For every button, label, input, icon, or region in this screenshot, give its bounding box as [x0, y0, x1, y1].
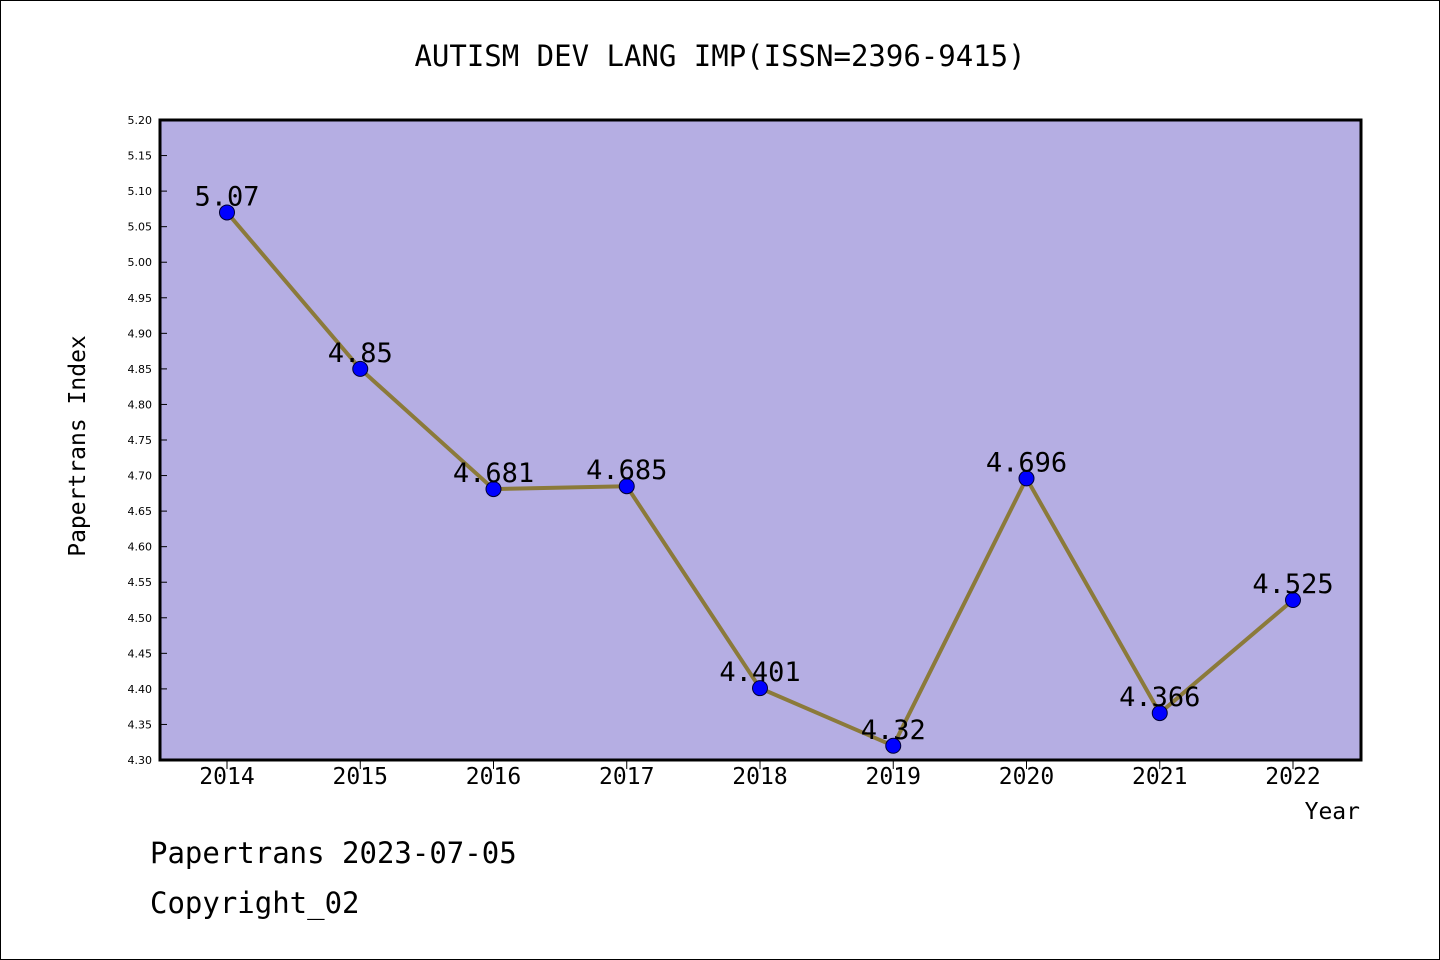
y-tick-label: 4.70: [128, 470, 153, 483]
data-point: [485, 481, 502, 498]
series-markers: [219, 204, 1301, 754]
y-tick-label: 4.75: [128, 434, 153, 447]
x-axis-label: Year: [1305, 799, 1360, 825]
data-point: [1018, 470, 1035, 487]
data-label: 4.696: [986, 447, 1067, 478]
x-axis: 2014 2015 2016 2017 2018 2019 2020 2021 2022: [199, 760, 1321, 790]
x-tick-label: 2022: [1265, 764, 1320, 790]
data-label: 4.681: [453, 458, 534, 489]
data-point: [1151, 705, 1168, 722]
y-tick-label: 4.30: [128, 754, 153, 767]
data-labels: 5.07 4.85 4.681 4.685 4.401 4.32 4.696 4.366 4.5…: [194, 181, 1333, 745]
x-tick-label: 2019: [866, 764, 921, 790]
data-point: [352, 360, 369, 377]
data-point: [219, 204, 235, 221]
y-tick-label: 4.90: [128, 327, 153, 340]
x-tick-label: 2020: [999, 764, 1054, 790]
y-axis: 4.30 4.35 4.40 4.45 4.50 4.55 4.60 4.65 4.70 4.75…: [128, 114, 167, 767]
y-tick-label: 5.05: [128, 221, 153, 234]
y-tick-label: 5.15: [128, 150, 153, 163]
y-tick-label: 4.50: [128, 612, 153, 625]
data-point: [752, 680, 768, 697]
x-tick-label: 2016: [466, 764, 521, 790]
x-tick-label: 2015: [333, 764, 388, 790]
footer-date: Papertrans 2023-07-05: [150, 836, 517, 870]
y-tick-label: 4.85: [128, 363, 153, 376]
chart-title: AUTISM DEV LANG IMP(ISSN=2396-9415): [414, 39, 1025, 73]
y-tick-label: 5.00: [128, 256, 153, 269]
data-label: 4.401: [719, 657, 800, 688]
y-axis-label: Papertrans Index: [65, 335, 91, 557]
x-tick-label: 2014: [199, 764, 254, 790]
plot-area: [158, 118, 1363, 762]
data-point: [885, 737, 902, 754]
y-tick-label: 5.20: [128, 114, 153, 127]
data-point: [1285, 592, 1301, 608]
y-tick-label: 4.60: [128, 541, 153, 554]
y-tick-label: 4.40: [128, 683, 153, 696]
y-tick-label: 5.10: [128, 185, 153, 198]
data-label: 5.07: [194, 181, 259, 212]
y-tick-label: 4.45: [128, 647, 153, 660]
y-tick-label: 4.80: [128, 398, 153, 411]
footer-copyright: Copyright_02: [150, 886, 360, 920]
data-label: 4.525: [1252, 569, 1333, 600]
y-tick-label: 4.65: [128, 505, 153, 518]
data-label: 4.685: [586, 455, 667, 486]
y-tick-label: 4.55: [128, 576, 153, 589]
data-label: 4.32: [861, 715, 926, 746]
data-label: 4.366: [1119, 682, 1200, 713]
y-tick-label: 4.95: [128, 292, 153, 305]
x-tick-label: 2018: [732, 764, 787, 790]
data-label: 4.85: [328, 338, 393, 369]
x-tick-label: 2021: [1132, 764, 1187, 790]
x-tick-label: 2017: [599, 764, 654, 790]
data-point: [618, 478, 635, 495]
y-tick-label: 4.35: [128, 718, 153, 731]
